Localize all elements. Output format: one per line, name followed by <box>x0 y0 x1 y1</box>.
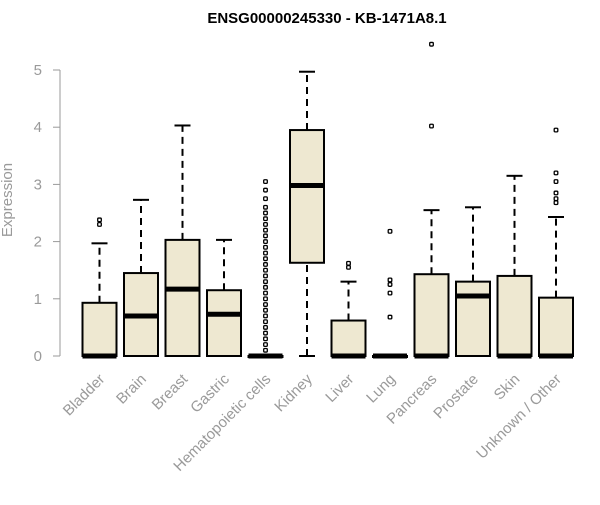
iqr-box <box>455 280 491 358</box>
box-breast <box>164 124 201 357</box>
outlier-point <box>387 277 393 283</box>
iqr-box <box>289 129 325 264</box>
outlier-point <box>553 170 559 176</box>
outlier-point <box>263 250 268 256</box>
box-bladder <box>81 217 118 359</box>
y-tick-label: 0 <box>34 348 42 365</box>
box-lung <box>372 228 408 359</box>
outlier-point <box>387 228 393 234</box>
y-tick-label: 3 <box>34 176 42 193</box>
outlier-point <box>263 302 268 307</box>
outlier-point <box>97 217 102 223</box>
iqr-box <box>496 274 533 358</box>
outlier-point <box>263 273 268 279</box>
outlier-point <box>263 262 268 267</box>
outlier-point <box>429 41 434 47</box>
outlier-point <box>263 244 268 250</box>
outlier-point <box>97 221 102 227</box>
outlier-point <box>263 267 268 273</box>
box-unknown-other <box>538 127 574 359</box>
box-gastric <box>206 238 242 357</box>
x-tick-label: Skin <box>491 371 524 404</box>
outlier-point <box>263 216 268 222</box>
outlier-point <box>263 179 268 184</box>
box-group <box>81 41 574 359</box>
y-tick-label: 4 <box>34 119 42 136</box>
x-tick-label: Kidney <box>271 370 316 415</box>
x-tick-label: Liver <box>322 371 357 406</box>
iqr-box <box>164 238 201 357</box>
box-kidney <box>289 70 325 357</box>
outlier-point <box>263 307 268 313</box>
outlier-point <box>263 324 268 330</box>
outlier-point <box>387 290 393 296</box>
outlier-point <box>263 233 268 239</box>
outlier-point <box>263 196 268 202</box>
y-axis-label: Expression <box>0 163 16 237</box>
iqr-box <box>330 319 367 358</box>
x-tick-label: Prostate <box>430 371 482 423</box>
y-axis: 0 1 2 3 4 5 <box>34 62 61 365</box>
y-tick-label: 2 <box>34 234 42 251</box>
outlier-point <box>346 260 351 266</box>
x-tick-label: Brain <box>113 371 150 408</box>
outlier-point <box>263 296 268 302</box>
outlier-point <box>553 190 559 196</box>
outlier-point <box>263 313 268 319</box>
outlier-point <box>263 279 268 285</box>
outlier-point <box>263 290 268 296</box>
outlier-point <box>263 336 268 342</box>
outlier-point <box>263 187 268 193</box>
outlier-point <box>553 200 559 206</box>
box-prostate <box>455 206 491 358</box>
outlier-point <box>263 319 268 325</box>
outlier-point <box>387 314 393 320</box>
outlier-point <box>263 342 268 348</box>
outlier-point <box>346 264 351 270</box>
iqr-box <box>81 301 118 357</box>
x-tick-label: Bladder <box>60 371 109 420</box>
box-brain <box>123 198 159 357</box>
iqr-box <box>206 289 242 357</box>
outlier-point <box>263 227 268 233</box>
outlier-point <box>553 127 559 133</box>
outlier-point <box>429 123 434 129</box>
outlier-point <box>263 210 268 216</box>
box-pancreas <box>413 41 450 359</box>
iqr-box <box>538 296 574 358</box>
outlier-point <box>263 256 268 262</box>
chart-title: ENSG00000245330 - KB-1471A8.1 <box>207 10 446 27</box>
outlier-point <box>263 284 268 290</box>
outlier-point <box>553 179 559 184</box>
x-tick-label: Breast <box>149 370 192 413</box>
box-skin <box>496 174 533 359</box>
outlier-point <box>263 347 268 353</box>
outlier-point <box>553 196 559 202</box>
outlier-point <box>263 221 268 227</box>
outlier-point <box>263 239 268 245</box>
box-liver <box>330 260 367 359</box>
y-tick-label: 5 <box>34 62 42 79</box>
box-hematopoietic-cells <box>247 179 284 359</box>
y-tick-label: 1 <box>34 291 42 308</box>
iqr-box <box>413 273 450 358</box>
outlier-point <box>263 204 268 210</box>
outlier-point <box>387 282 393 287</box>
outlier-point <box>263 330 268 336</box>
x-tick-label: Lung <box>363 371 399 407</box>
